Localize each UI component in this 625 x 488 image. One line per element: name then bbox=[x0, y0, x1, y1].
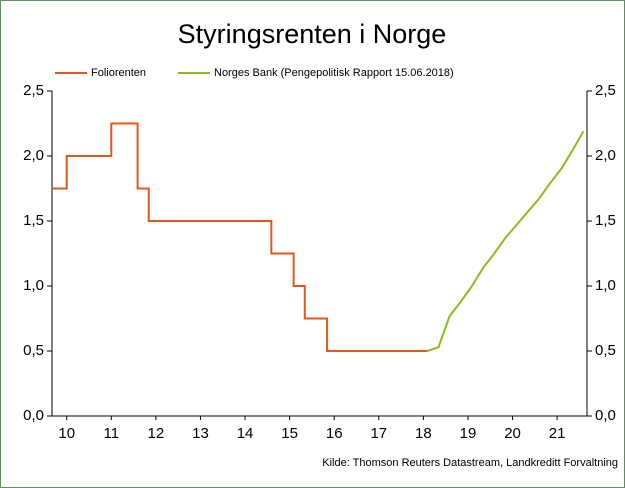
y2-tick-label: 2,0 bbox=[595, 147, 616, 164]
source-note: Kilde: Thomson Reuters Datastream, Landk… bbox=[322, 457, 618, 469]
y-tick-label: 0,5 bbox=[23, 342, 44, 359]
x-tick-label: 11 bbox=[104, 425, 120, 442]
y-tick-label: 1,5 bbox=[23, 212, 44, 229]
y2-tick-label: 1,5 bbox=[595, 212, 616, 229]
x-tick-label: 20 bbox=[504, 425, 521, 442]
legend-label: Norges Bank (Pengepolitisk Rapport 15.06… bbox=[214, 67, 454, 79]
x-tick-label: 15 bbox=[281, 425, 298, 442]
series-line bbox=[427, 130, 585, 352]
x-tick-label: 12 bbox=[148, 425, 165, 442]
y2-tick-label: 1,0 bbox=[595, 277, 616, 294]
x-tick-label: 17 bbox=[370, 425, 387, 442]
y-tick-label: 0,0 bbox=[23, 407, 44, 424]
x-tick-label: 18 bbox=[415, 425, 432, 442]
y-tick-label: 2,5 bbox=[23, 82, 44, 99]
x-tick-label: 10 bbox=[58, 425, 75, 442]
y2-tick-label: 0,0 bbox=[595, 407, 616, 424]
series-line bbox=[52, 122, 428, 352]
legend-label: Foliorenten bbox=[91, 67, 146, 79]
y2-tick-label: 0,5 bbox=[595, 342, 616, 359]
y-tick-label: 1,0 bbox=[23, 277, 44, 294]
chart-title: Styringsrenten i Norge bbox=[178, 19, 447, 49]
x-tick-label: 16 bbox=[326, 425, 343, 442]
x-tick-label: 19 bbox=[460, 425, 477, 442]
y2-tick-label: 2,5 bbox=[595, 82, 616, 99]
x-tick-label: 14 bbox=[237, 425, 254, 442]
x-tick-label: 21 bbox=[549, 425, 566, 442]
y-tick-label: 2,0 bbox=[23, 147, 44, 164]
x-tick-label: 13 bbox=[192, 425, 209, 442]
